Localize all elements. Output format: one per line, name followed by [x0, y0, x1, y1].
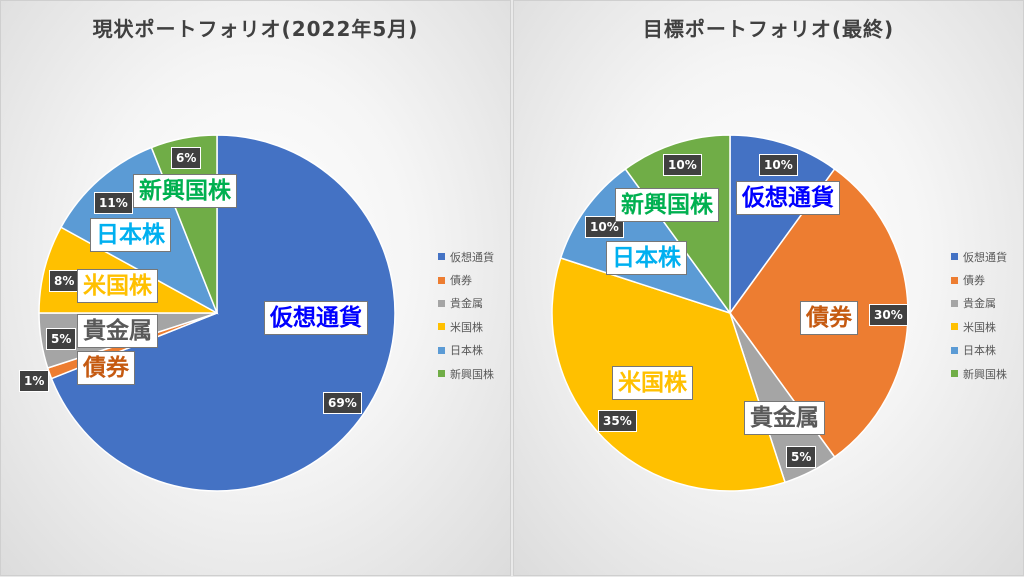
legend-swatch	[438, 346, 445, 354]
chart-panel-current: 現状ポートフォリオ(2022年5月) 仮想通貨 債券 貴金属 米国株 日本株 新…	[0, 0, 511, 576]
category-label-jp-stocks: 日本株	[606, 241, 687, 275]
pie-slice-crypto	[50, 134, 396, 492]
category-label-crypto: 仮想通貨	[264, 301, 368, 335]
legend-item: 日本株	[438, 339, 510, 362]
legend-label: 貴金属	[963, 297, 996, 311]
pie-slice-em-stocks	[624, 134, 731, 316]
legend-label: 新興国株	[963, 367, 1007, 381]
legend-label: 米国株	[963, 320, 996, 334]
legend-item: 日本株	[951, 339, 1023, 362]
chart-title: 現状ポートフォリオ(2022年5月)	[92, 17, 419, 41]
category-label-jp-stocks: 日本株	[90, 218, 171, 252]
legend-label: 仮想通貨	[450, 250, 494, 264]
data-label-em-stocks: 10%	[663, 154, 702, 176]
data-label-metals: 5%	[786, 446, 817, 468]
category-label-bonds: 債券	[800, 301, 858, 335]
pie-slice-crypto	[729, 134, 836, 316]
legend-item: 仮想通貨	[951, 245, 1023, 268]
legend-swatch	[951, 346, 958, 354]
legend-item: 債券	[951, 268, 1023, 291]
data-label-crypto: 10%	[759, 154, 798, 176]
legend-item: 新興国株	[438, 362, 510, 385]
legend-item: 仮想通貨	[438, 245, 510, 268]
data-label-em-stocks: 6%	[171, 147, 202, 169]
category-label-us-stocks: 米国株	[77, 269, 158, 303]
legend-swatch	[951, 299, 958, 307]
legend-swatch	[438, 370, 445, 378]
legend-swatch	[951, 276, 958, 284]
category-label-us-stocks: 米国株	[612, 366, 693, 400]
category-label-crypto: 仮想通貨	[736, 181, 840, 215]
legend-label: 仮想通貨	[963, 250, 1007, 264]
legend-item: 米国株	[951, 315, 1023, 338]
data-label-metals: 5%	[46, 328, 77, 350]
chart-panel-target: 目標ポートフォリオ(最終) 仮想通貨 債券 貴金属 米国株 日本株 新興国株 1…	[513, 0, 1024, 576]
data-label-us-stocks: 35%	[598, 410, 637, 432]
legend-label: 日本株	[963, 344, 996, 358]
category-label-metals: 貴金属	[744, 401, 825, 435]
data-label-crypto: 69%	[323, 392, 362, 414]
legend-item: 米国株	[438, 315, 510, 338]
legend: 仮想通貨 債券 貴金属 米国株 日本株 新興国株	[951, 245, 1023, 385]
legend-item: 貴金属	[951, 292, 1023, 315]
legend-label: 米国株	[450, 320, 483, 334]
legend-label: 日本株	[450, 344, 483, 358]
legend-label: 債券	[450, 274, 472, 288]
legend: 仮想通貨 債券 貴金属 米国株 日本株 新興国株	[438, 245, 510, 385]
legend-swatch	[951, 370, 958, 378]
data-label-jp-stocks: 10%	[585, 216, 624, 238]
category-label-em-stocks: 新興国株	[615, 188, 719, 222]
data-label-bonds: 30%	[869, 304, 908, 326]
legend-item: 債券	[438, 268, 510, 291]
legend-label: 貴金属	[450, 297, 483, 311]
category-label-bonds: 債券	[77, 351, 135, 385]
pie-slice-jp-stocks	[559, 167, 732, 315]
legend-item: 貴金属	[438, 292, 510, 315]
legend-item: 新興国株	[951, 362, 1023, 385]
category-label-metals: 貴金属	[77, 314, 158, 348]
legend-label: 新興国株	[450, 367, 494, 381]
data-label-jp-stocks: 11%	[94, 192, 133, 214]
legend-swatch	[438, 323, 445, 331]
legend-swatch	[438, 276, 445, 284]
legend-swatch	[951, 323, 958, 331]
legend-swatch	[438, 299, 445, 307]
legend-label: 債券	[963, 274, 985, 288]
legend-swatch	[951, 253, 958, 261]
chart-title: 目標ポートフォリオ(最終)	[642, 17, 895, 41]
pie-chart-target	[551, 134, 909, 492]
legend-swatch	[438, 253, 445, 261]
data-label-bonds: 1%	[19, 370, 50, 392]
category-label-em-stocks: 新興国株	[133, 174, 237, 208]
data-label-us-stocks: 8%	[49, 270, 80, 292]
